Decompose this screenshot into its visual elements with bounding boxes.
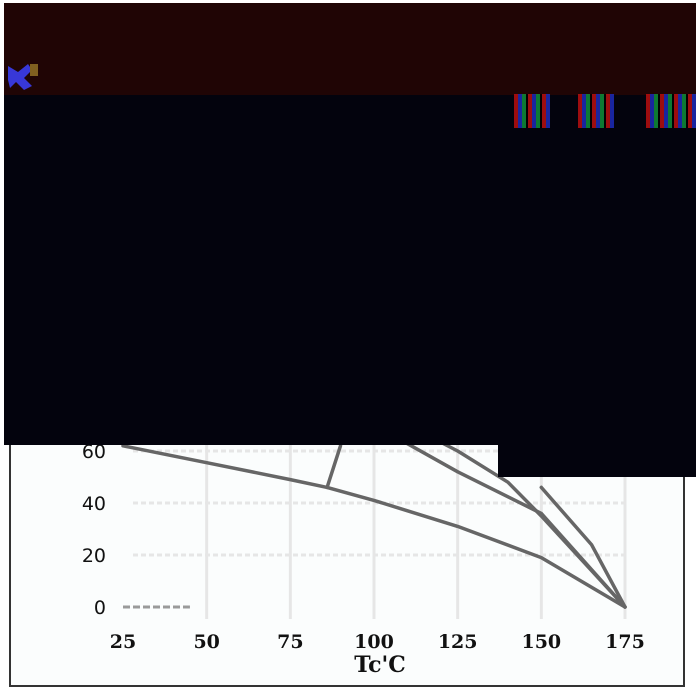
y-tick-label: 40 <box>82 493 106 515</box>
series-line-5 <box>325 444 343 490</box>
x-tick-label: 75 <box>277 631 303 653</box>
x-tick-label: 150 <box>521 631 561 653</box>
x-tick-label: 125 <box>438 631 478 653</box>
tick-labels: 25 50 75 100 125 150 175 0 20 40 60 <box>82 441 645 653</box>
corner-glyph-icon <box>8 64 38 90</box>
occluding-block-top <box>4 3 696 95</box>
x-axis-label: Tc'C <box>354 652 406 678</box>
x-tick-label: 25 <box>110 631 136 653</box>
series-line-4 <box>539 485 627 609</box>
y-tick-label: 20 <box>82 545 106 567</box>
occluding-block-right <box>498 445 696 477</box>
series-line-1 <box>121 444 627 609</box>
x-tick-label: 175 <box>605 631 645 653</box>
noise-strip <box>578 94 614 128</box>
y-tick-label: 60 <box>82 441 106 463</box>
y-tick-label: 0 <box>94 597 106 619</box>
noise-strip <box>646 94 696 128</box>
x-tick-label: 50 <box>193 631 219 653</box>
occluding-block <box>4 95 696 445</box>
x-tick-label: 100 <box>354 631 394 653</box>
noise-strip <box>514 94 550 128</box>
